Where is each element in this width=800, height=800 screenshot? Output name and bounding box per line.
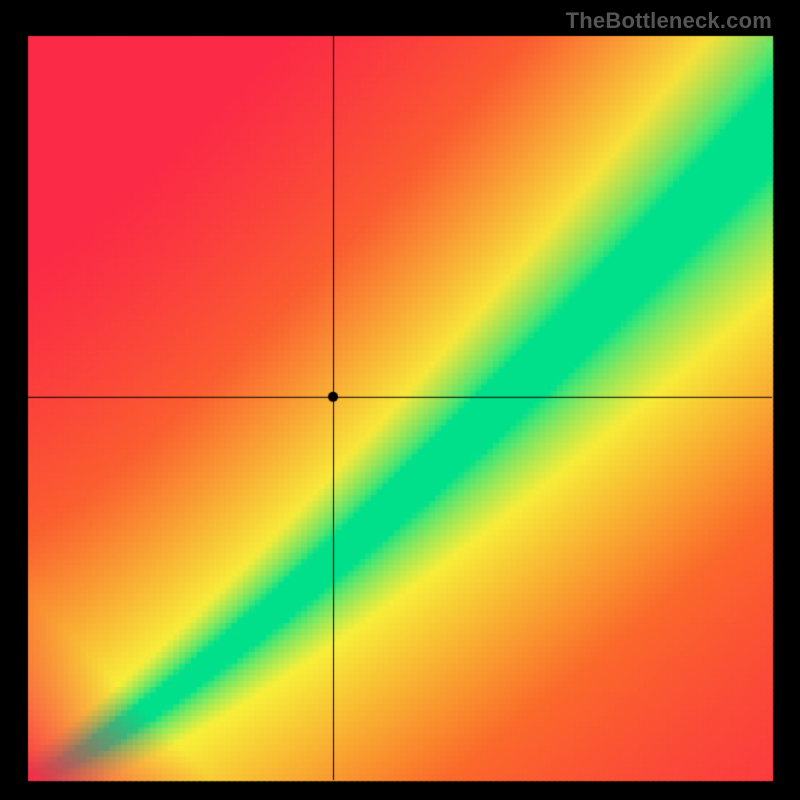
watermark-text: TheBottleneck.com <box>566 8 772 34</box>
heatmap-canvas <box>0 0 800 800</box>
chart-container: TheBottleneck.com <box>0 0 800 800</box>
